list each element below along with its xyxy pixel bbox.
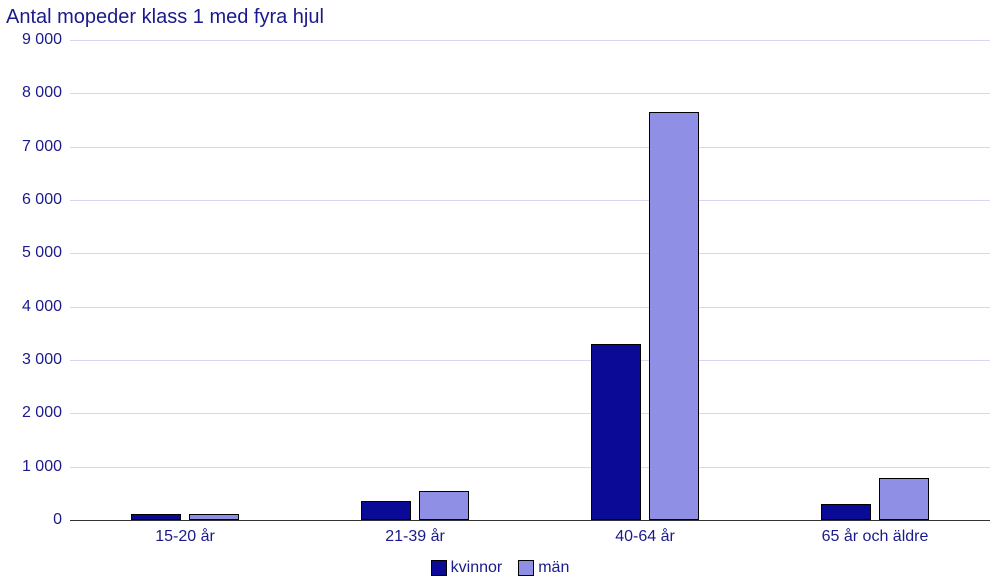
legend-item-kvinnor: kvinnor [431,559,503,577]
bar-män [879,478,929,520]
y-axis-tick-label: 4 000 [7,298,62,316]
chart-title: Antal mopeder klass 1 med fyra hjul [6,6,324,29]
y-axis-tick-label: 8 000 [7,84,62,102]
bar-kvinnor [361,501,411,520]
y-axis-tick-label: 2 000 [7,404,62,422]
x-axis-tick-label: 21-39 år [385,528,445,546]
y-axis-tick-label: 7 000 [7,138,62,156]
bar-kvinnor [821,504,871,520]
legend: kvinnor män [0,559,1000,577]
y-axis-tick-label: 1 000 [7,458,62,476]
gridline [70,360,990,361]
legend-item-män: män [518,559,569,577]
chart-container: Antal mopeder klass 1 med fyra hjul kvin… [0,0,1000,583]
bar-kvinnor [591,344,641,520]
y-axis-tick-label: 9 000 [7,31,62,49]
x-axis-tick-label: 65 år och äldre [822,528,929,546]
legend-label: män [538,559,569,576]
gridline [70,253,990,254]
bar-män [189,514,239,520]
gridline [70,93,990,94]
x-axis-tick-label: 40-64 år [615,528,675,546]
legend-swatch [518,560,534,576]
y-axis-tick-label: 3 000 [7,351,62,369]
gridline [70,307,990,308]
legend-label: kvinnor [451,559,503,576]
gridline [70,40,990,41]
gridline [70,467,990,468]
gridline [70,147,990,148]
x-axis-tick-label: 15-20 år [155,528,215,546]
bar-män [419,491,469,520]
bar-kvinnor [131,514,181,520]
y-axis-tick-label: 6 000 [7,191,62,209]
gridline [70,413,990,414]
legend-swatch [431,560,447,576]
bar-män [649,112,699,520]
y-axis-tick-label: 5 000 [7,244,62,262]
plot-area [70,40,990,521]
gridline [70,200,990,201]
y-axis-tick-label: 0 [7,511,62,529]
